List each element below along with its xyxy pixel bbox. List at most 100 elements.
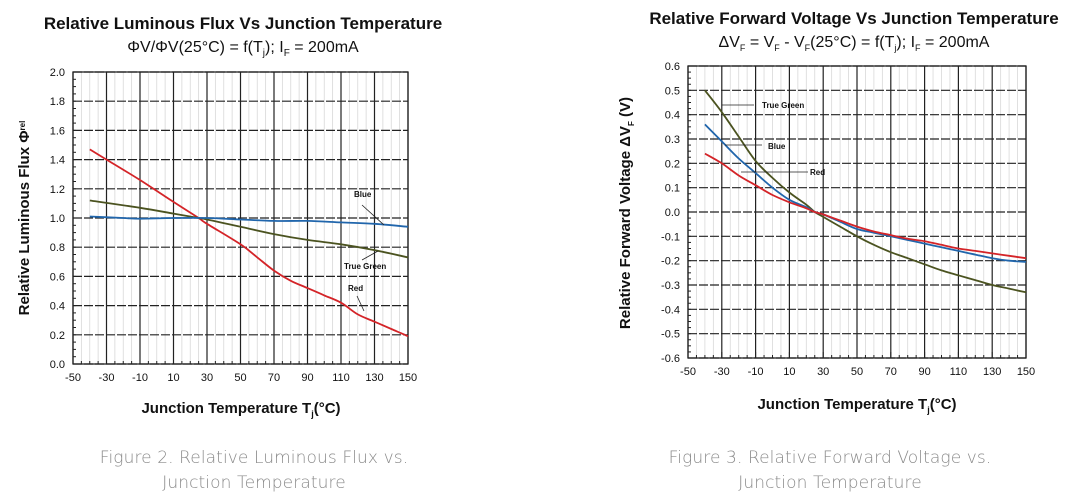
leader-line [361,204,385,226]
series-group [89,148,409,338]
annotation-blue: Blue [354,190,385,226]
subtitle-sub: F [774,43,780,53]
x-tick-label: 150 [1017,366,1035,378]
x-tick-label: -30 [99,372,115,384]
x-axis-label: Junction Temperature Tj(°C) [757,396,956,415]
x-tick-label: 50 [234,372,246,384]
subtitle-sub: j [893,43,896,53]
x-tick-label: 130 [365,372,383,384]
x-tick-label: 90 [918,366,930,378]
leader-line [356,295,365,312]
x-tick-label: 130 [983,366,1001,378]
x-tick-label: -30 [714,366,730,378]
caption-line: Figure 2. Relative Luminous Flux vs. [99,448,409,468]
x-tick-label: -10 [132,372,148,384]
y-tick-label: 0.2 [665,158,680,170]
series-label-true-green: True Green [344,262,386,271]
y-axis-label-main: Relative Luminous Flux Φ [16,130,33,315]
series-group [704,89,1027,294]
series-line-red [704,152,1027,260]
grid [687,65,1027,359]
subtitle-part: ); I [265,39,284,56]
leader-line [361,250,379,261]
x-tick-label: 70 [885,366,897,378]
y-tick-label: -0.1 [661,231,680,243]
subtitle-part: (25°C) = f(T [810,34,894,51]
x-tick-label: 90 [301,372,313,384]
y-tick-label: 1.6 [50,125,65,137]
x-axis-label-end: (°C) [314,400,341,417]
subtitle-part: = 200mA [921,34,990,51]
subtitle-sub: F [915,43,921,53]
y-axis-label: Relative Luminous Flux Φrel [16,121,33,316]
x-tick-label: 70 [268,372,280,384]
y-tick-label: 0.5 [665,85,680,97]
x-axis-label-sub: j [310,409,314,419]
x-tick-label: -50 [680,366,696,378]
subtitle-part: = 200mA [290,39,359,56]
y-tick-label: 0.3 [665,134,680,146]
y-tick-label: -0.6 [661,353,680,365]
figure-3: Relative Forward Voltage Vs Junction Tem… [540,0,1080,499]
y-tick-label: 0.4 [665,110,680,122]
subtitle-part: ); I [896,34,915,51]
series-line-true-green [704,89,1027,294]
y-tick-label: -0.4 [661,304,680,316]
x-tick-label: 110 [332,372,350,384]
y-tick-label: 2.0 [50,67,65,79]
series-label-red: Red [810,168,825,177]
x-axis-label-sub: j [926,405,930,415]
x-tick-label: 10 [167,372,179,384]
chart-subtitle: ΦV/ΦV(25°C) = f(Tj); IF = 200mA [127,39,359,59]
annotation-true-green: True Green [722,101,804,110]
subtitle-sub: F [740,43,746,53]
series-label-blue: Blue [354,190,372,199]
subtitle-part: ΔV [719,34,741,51]
y-tick-label: 0.1 [665,183,680,195]
luminous-flux-chart: Relative Luminous Flux Vs Junction Tempe… [16,14,442,419]
annotation-red: Red [741,168,825,177]
y-tick-label: 1.4 [50,155,65,167]
y-axis-label-main: Relative Forward Voltage ΔV [617,126,634,329]
figure-2-caption: Figure 2. Relative Luminous Flux vs. Jun… [0,446,524,496]
x-axis-label-main: Junction Temperature T [757,396,927,413]
caption-line: Figure 3. Relative Forward Voltage vs. [668,448,992,468]
y-axis-label-sub: rel [18,121,27,131]
y-tick-label: 0.0 [665,207,680,219]
series-label-blue: Blue [768,142,786,151]
y-tick-label: 0.6 [50,271,65,283]
y-tick-label: -0.5 [661,329,680,341]
chart-title: Relative Luminous Flux Vs Junction Tempe… [44,14,442,33]
y-tick-label: 0.0 [50,359,65,371]
tick-labels: -50 -30 -10 10 30 50 70 90 110 130 150 -0.6 -0.5 -0.4… [661,61,1035,378]
y-tick-label: 0.6 [665,61,680,73]
series-line-blue [89,215,409,228]
chart-subtitle: ΔVF = VF - VF(25°C) = f(Tj); IF = 200mA [719,34,990,53]
series-label-true-green: True Green [762,101,804,110]
y-axis-label-sub: F [627,121,636,126]
y-axis-label: Relative Forward Voltage ΔVF (V) [617,97,636,329]
x-tick-label: 30 [201,372,213,384]
subtitle-part: ΦV/ΦV(25°C) = f(T [127,39,263,56]
caption-line: Junction Temperature [738,473,922,493]
subtitle-sub: F [805,43,811,53]
series-line-true-green [89,199,409,259]
x-axis-label-end: (°C) [930,396,957,413]
subtitle-part: - V [780,34,805,51]
y-tick-label: 1.8 [50,96,65,108]
series-line-red [89,148,409,338]
caption-line: Junction Temperature [162,473,346,493]
x-tick-label: -50 [65,372,81,384]
x-tick-label: -10 [748,366,764,378]
subtitle-sub: F [284,48,290,59]
x-tick-label: 10 [783,366,795,378]
subtitle-sub: j [262,48,265,59]
chart-title: Relative Forward Voltage Vs Junction Tem… [649,9,1058,28]
y-tick-label: -0.2 [661,256,680,268]
y-tick-label: 0.4 [50,301,65,313]
series-label-red: Red [348,284,363,293]
annotation-red: Red [348,284,365,312]
x-tick-label: 30 [817,366,829,378]
y-tick-label: 1.2 [50,184,65,196]
subtitle-part: = V [745,34,774,51]
